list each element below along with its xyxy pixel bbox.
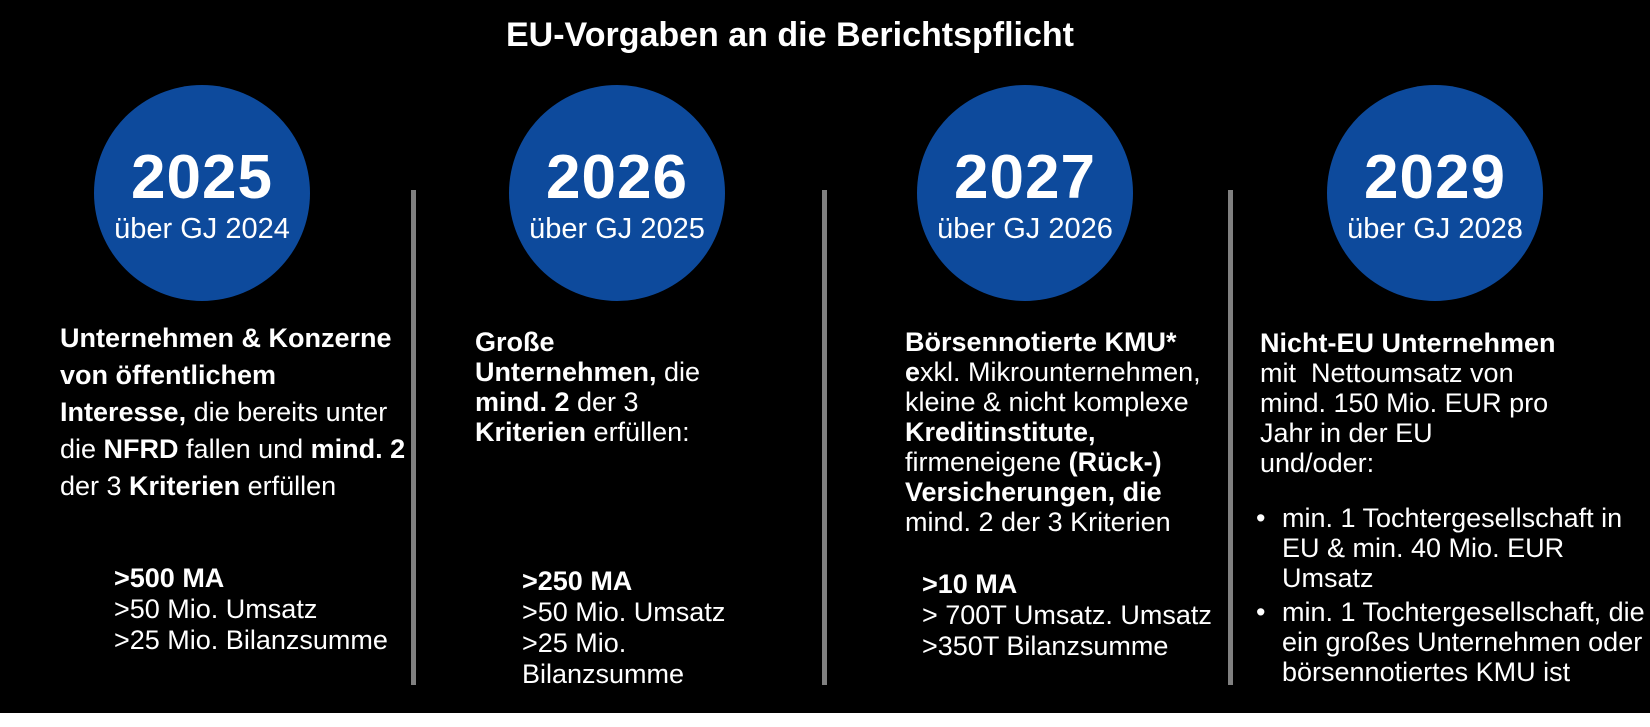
- text-segment: Börsennotierte KMU*: [905, 327, 1177, 357]
- criteria-list-2026: >250 MA >50 Mio. Umsatz >25 Mio. Bilanzsum…: [522, 566, 725, 690]
- bullet-item: min. 1 Tochtergesellschaft in EU & min. …: [1250, 503, 1650, 593]
- page-title: EU-Vorgaben an die Berichtspflicht: [505, 16, 1074, 54]
- text-segment: mind. 2: [475, 387, 570, 417]
- criteria-item: >50 Mio. Umsatz: [114, 594, 318, 624]
- text-segment: (Rück-) Versicherungen, die: [905, 447, 1162, 507]
- criteria-item: >25 Mio. Bilanzsumme: [522, 628, 685, 689]
- year-label-2027: 2027: [954, 142, 1096, 212]
- description-2027: Börsennotierte KMU* exkl. Mikrounternehm…: [905, 327, 1220, 537]
- criteria-item: >250 MA: [522, 566, 633, 596]
- column-divider-1: [411, 190, 416, 685]
- column-divider-2: [822, 190, 827, 685]
- text-segment: firmeneigene: [905, 447, 1062, 477]
- text-segment: fallen und: [178, 434, 311, 464]
- fiscal-year-label-2025: über GJ 2024: [114, 212, 290, 245]
- text-segment: Unternehmen & Konzerne von öffentlichem …: [60, 323, 392, 427]
- text-segment: xkl. Mikrounternehmen, kleine & nicht ko…: [905, 357, 1201, 417]
- text-segment: mind. 2 der 3 Kriterien: [905, 507, 1171, 537]
- year-label-2029: 2029: [1364, 142, 1506, 212]
- description-2026: Große Unternehmen, die mind. 2 der 3 Kri…: [475, 327, 790, 447]
- text-segment: Kriterien: [475, 417, 587, 447]
- description-2025: Unternehmen & Konzerne von öffentlichem …: [60, 320, 410, 505]
- criteria-item: >10 MA: [922, 569, 1018, 599]
- year-label-2026: 2026: [546, 142, 688, 212]
- fiscal-year-label-2027: über GJ 2026: [937, 212, 1113, 245]
- year-circle-2029: 2029 über GJ 2028: [1327, 85, 1543, 301]
- year-circle-2026: 2026 über GJ 2025: [509, 85, 725, 301]
- text-segment: Große Unternehmen,: [475, 327, 657, 387]
- text-segment: erfüllen:: [586, 417, 690, 447]
- description-2029: Nicht-EU Unternehmen mit Nettoumsatz von…: [1260, 328, 1650, 478]
- year-label-2025: 2025: [131, 142, 273, 212]
- criteria-item: > 700T Umsatz. Umsatz: [922, 600, 1212, 630]
- criteria-item: >25 Mio. Bilanzsumme: [114, 625, 388, 655]
- criteria-item: >350T Bilanzsumme: [922, 631, 1169, 661]
- text-segment: die bereits unter die: [60, 397, 388, 464]
- text-segment: Kreditinstitute,: [905, 417, 1096, 447]
- text-segment: mind. 2: [310, 434, 406, 464]
- criteria-list-2027: >10 MA > 700T Umsatz. Umsatz >350T Bilanzs…: [922, 569, 1212, 662]
- text-segment: Kriterien: [129, 471, 241, 501]
- text-segment: erfüllen: [240, 471, 337, 501]
- text-segment: der 3: [577, 387, 639, 417]
- text-segment: Nicht-EU Unternehmen: [1260, 328, 1556, 358]
- fiscal-year-label-2026: über GJ 2025: [529, 212, 705, 245]
- column-divider-3: [1228, 190, 1233, 685]
- text-segment: NFRD: [103, 434, 179, 464]
- text-segment: die: [664, 357, 701, 387]
- year-circle-2027: 2027 über GJ 2026: [917, 85, 1133, 301]
- criteria-item: >50 Mio. Umsatz: [522, 597, 726, 627]
- text-segment: e: [905, 357, 921, 387]
- bullet-item: min. 1 Tochtergesellschaft, die ein groß…: [1250, 597, 1650, 687]
- year-circle-2025: 2025 über GJ 2024: [94, 85, 310, 301]
- text-segment: der 3: [60, 471, 122, 501]
- bullet-list-2029: min. 1 Tochtergesellschaft in EU & min. …: [1250, 503, 1650, 691]
- fiscal-year-label-2029: über GJ 2028: [1347, 212, 1523, 245]
- criteria-item: >500 MA: [114, 563, 225, 593]
- text-segment: mit Nettoumsatz von mind. 150 Mio. EUR p…: [1260, 358, 1549, 478]
- criteria-list-2025: >500 MA >50 Mio. Umsatz >25 Mio. Bilanzsum…: [114, 563, 388, 656]
